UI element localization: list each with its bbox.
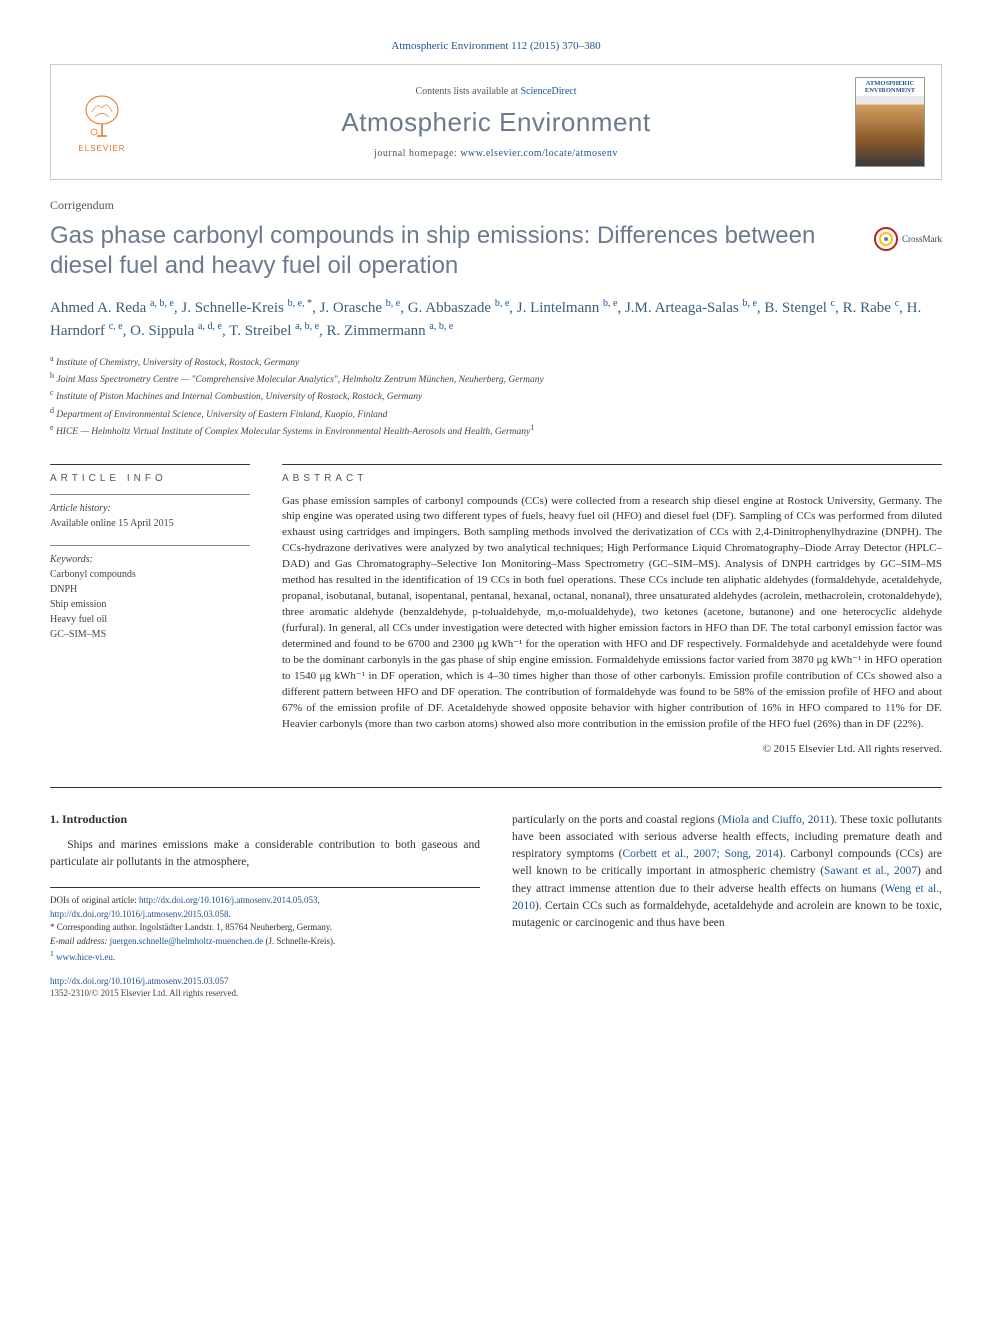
abstract-heading: ABSTRACT [282, 464, 942, 484]
footnote-url-line: 1 www.hice-vi.eu. [50, 948, 480, 965]
header-center: Contents lists available at ScienceDirec… [155, 86, 837, 159]
doi-link[interactable]: http://dx.doi.org/10.1016/j.atmosenv.201… [139, 895, 318, 905]
article-info-column: ARTICLE INFO Article history: Available … [50, 464, 250, 755]
corresponding-author: * Corresponding author. Ingolstädter Lan… [50, 921, 480, 935]
publisher-logo[interactable]: ELSEVIER [67, 82, 137, 162]
info-abstract-row: ARTICLE INFO Article history: Available … [50, 464, 942, 755]
affiliation-item: b Joint Mass Spectrometry Centre — "Comp… [50, 370, 942, 387]
body-column-right: particularly on the ports and coastal re… [512, 812, 942, 1000]
article-title: Gas phase carbonyl compounds in ship emi… [50, 221, 858, 281]
citation-bar: Atmospheric Environment 112 (2015) 370–3… [50, 40, 942, 52]
author-list: Ahmed A. Reda a, b, e, J. Schnelle-Kreis… [50, 297, 942, 343]
affiliation-list: a Institute of Chemistry, University of … [50, 353, 942, 440]
article-history-block: Article history: Available online 15 Apr… [50, 494, 250, 531]
abstract-copyright: © 2015 Elsevier Ltd. All rights reserved… [282, 743, 942, 755]
affiliation-item: c Institute of Piston Machines and Inter… [50, 387, 942, 404]
page: Atmospheric Environment 112 (2015) 370–3… [0, 0, 992, 1040]
footer-block: http://dx.doi.org/10.1016/j.atmosenv.201… [50, 975, 480, 1000]
doi-link[interactable]: http://dx.doi.org/10.1016/j.atmosenv.201… [50, 909, 229, 919]
keyword-item: GC–SIM–MS [50, 627, 250, 642]
crossmark-label: CrossMark [902, 234, 942, 244]
affiliation-item: e HICE — Helmholtz Virtual Institute of … [50, 422, 942, 439]
keywords-label: Keywords: [50, 552, 250, 567]
journal-cover-thumbnail[interactable]: ATMOSPHERIC ENVIRONMENT [855, 77, 925, 167]
homepage-line: journal homepage: www.elsevier.com/locat… [155, 148, 837, 159]
article-type: Corrigendum [50, 198, 942, 213]
body-paragraph: Ships and marines emissions make a consi… [50, 837, 480, 872]
contents-line: Contents lists available at ScienceDirec… [155, 86, 837, 97]
footnote-sup: 1 [50, 949, 54, 958]
abstract-text: Gas phase emission samples of carbonyl c… [282, 494, 942, 733]
email-suffix: (J. Schnelle-Kreis). [263, 936, 335, 946]
affiliation-item: a Institute of Chemistry, University of … [50, 353, 942, 370]
publisher-name: ELSEVIER [78, 144, 125, 153]
crossmark-badge[interactable]: CrossMark [874, 227, 942, 251]
footnotes-block: DOIs of original article: http://dx.doi.… [50, 887, 480, 965]
footnote-url[interactable]: www.hice-vi.eu [56, 952, 113, 962]
homepage-prefix: journal homepage: [374, 148, 460, 159]
body-paragraph: particularly on the ports and coastal re… [512, 812, 942, 933]
section-divider [50, 787, 942, 788]
journal-name: Atmospheric Environment [155, 107, 837, 138]
footer-issn-copyright: 1352-2310/© 2015 Elsevier Ltd. All right… [50, 988, 238, 998]
sciencedirect-link[interactable]: ScienceDirect [520, 86, 576, 97]
elsevier-tree-icon [77, 92, 127, 142]
dois-label: DOIs of original article: [50, 895, 139, 905]
cover-title: ATMOSPHERIC ENVIRONMENT [856, 78, 924, 96]
footer-doi-link[interactable]: http://dx.doi.org/10.1016/j.atmosenv.201… [50, 976, 229, 986]
keyword-item: Heavy fuel oil [50, 612, 250, 627]
keyword-item: DNPH [50, 582, 250, 597]
article-info-heading: ARTICLE INFO [50, 464, 250, 484]
keywords-block: Keywords: Carbonyl compounds DNPH Ship e… [50, 545, 250, 642]
keyword-item: Ship emission [50, 597, 250, 612]
affil-footnote-link[interactable]: 1 [530, 427, 534, 437]
citation-text[interactable]: Atmospheric Environment 112 (2015) 370–3… [391, 40, 600, 52]
email-label: E-mail address: [50, 936, 110, 946]
crossmark-icon [874, 227, 898, 251]
dois-line: DOIs of original article: http://dx.doi.… [50, 894, 480, 921]
title-row: Gas phase carbonyl compounds in ship emi… [50, 221, 942, 297]
journal-header: ELSEVIER Contents lists available at Sci… [50, 64, 942, 180]
body-columns: 1. Introduction Ships and marines emissi… [50, 812, 942, 1000]
abstract-column: ABSTRACT Gas phase emission samples of c… [282, 464, 942, 755]
affiliation-item: d Department of Environmental Science, U… [50, 405, 942, 422]
keyword-item: Carbonyl compounds [50, 567, 250, 582]
email-link[interactable]: juergen.schnelle@helmholtz-muenchen.de [110, 936, 264, 946]
history-text: Available online 15 April 2015 [50, 516, 250, 531]
history-label: Article history: [50, 501, 250, 516]
contents-prefix: Contents lists available at [415, 86, 520, 97]
section-heading: 1. Introduction [50, 812, 480, 827]
homepage-link[interactable]: www.elsevier.com/locate/atmosenv [460, 148, 618, 159]
email-line: E-mail address: juergen.schnelle@helmhol… [50, 935, 480, 949]
body-column-left: 1. Introduction Ships and marines emissi… [50, 812, 480, 1000]
